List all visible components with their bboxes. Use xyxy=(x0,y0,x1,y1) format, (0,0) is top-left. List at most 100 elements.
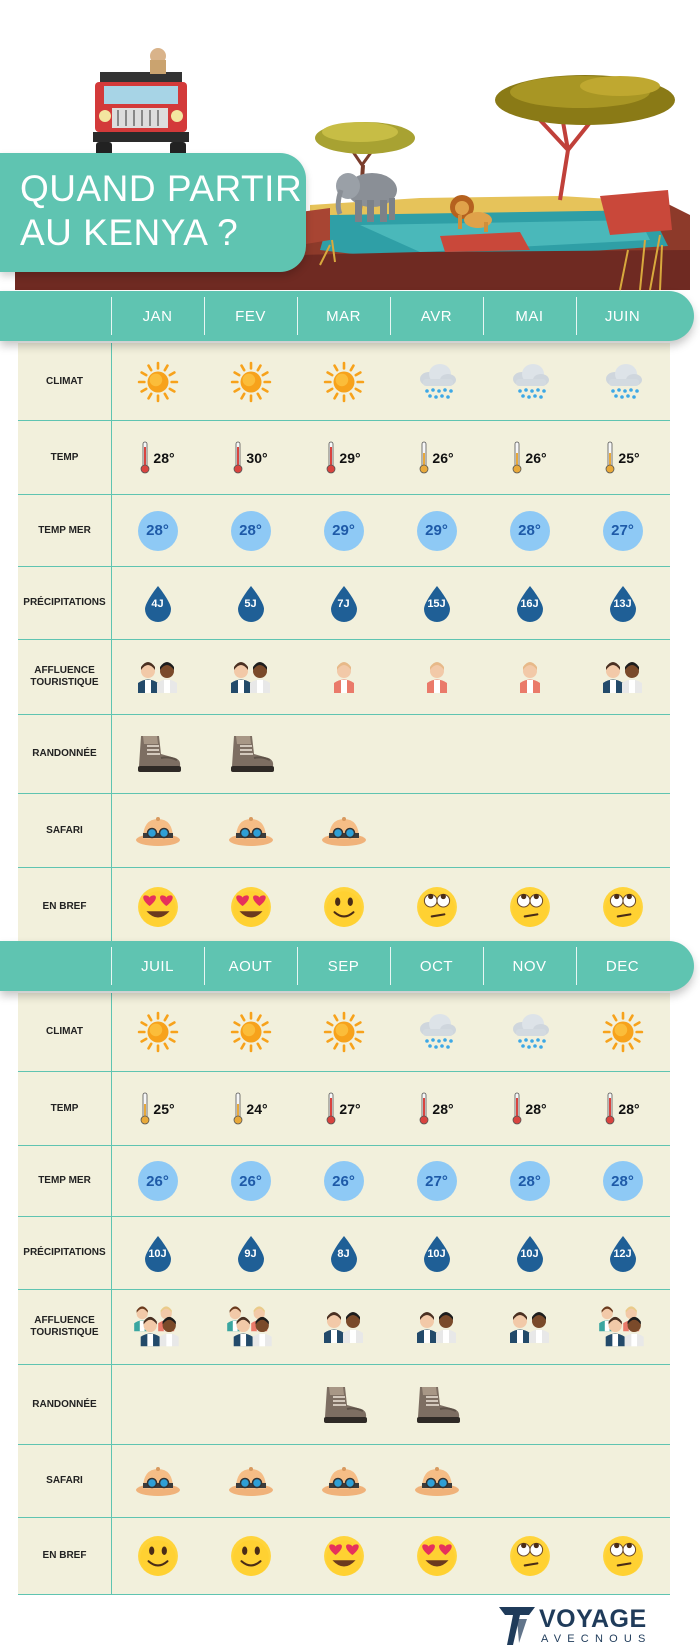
precipitation-days: 5J xyxy=(244,598,257,610)
tourist-crowd-icon xyxy=(509,1312,549,1343)
raindrop-icon xyxy=(144,1236,171,1272)
temperature-reading: 27° xyxy=(326,1092,361,1126)
raindrop-icon xyxy=(516,586,543,622)
precipitation-days: 16J xyxy=(520,598,539,610)
sea-temperature-badge: 29° xyxy=(323,510,364,551)
month-divider xyxy=(390,947,391,985)
table-cell: 27° xyxy=(576,495,669,566)
month-header: OCT xyxy=(419,957,454,975)
table-cell: 10J xyxy=(390,1217,483,1289)
table-cell: 26° xyxy=(297,1146,390,1216)
month-divider xyxy=(483,297,484,335)
precipitation-days: 9J xyxy=(244,1248,257,1260)
table-cell: 15J xyxy=(390,567,483,639)
logo-mark-icon xyxy=(499,1607,535,1645)
table-cell xyxy=(390,640,483,714)
table-cell xyxy=(390,993,483,1071)
eye-roll-emoji-icon xyxy=(602,1536,643,1576)
month-header: NOV xyxy=(512,957,547,975)
month-header: AVR xyxy=(420,307,453,325)
temperature-reading: 28° xyxy=(605,1092,640,1126)
table-cell: 13J xyxy=(576,567,669,639)
thermometer-icon xyxy=(234,441,243,473)
table-cell xyxy=(390,1365,483,1444)
temperature-value: 26° xyxy=(525,449,547,466)
month-table-2: CLIMAT TEMP 25° 24° 27° 28° 28° 28° TEMP MER 26° 2… xyxy=(18,993,670,1595)
table-cell xyxy=(204,794,297,867)
table-cell xyxy=(576,794,669,867)
thermometer-icon xyxy=(141,441,150,473)
table-cell: 28° xyxy=(111,421,204,494)
raindrop-icon xyxy=(237,1236,264,1272)
hiking-boot-icon xyxy=(137,736,181,772)
month-header: FEV xyxy=(235,307,266,325)
sea-temperature-badge: 28° xyxy=(230,510,271,551)
table-cell: 28° xyxy=(111,495,204,566)
table-cell xyxy=(297,794,390,867)
table-cell: 8J xyxy=(297,1217,390,1289)
month-header-band-2: JUIL AOUT SEP OCT NOV DEC xyxy=(0,941,694,991)
temperature-reading: 25° xyxy=(140,1092,175,1126)
rain-cloud-icon xyxy=(605,363,642,399)
table-cell xyxy=(111,794,204,867)
sea-temperature-badge: 27° xyxy=(602,510,643,551)
table-cell: 30° xyxy=(204,421,297,494)
precipitation-drop: 10J xyxy=(515,1234,545,1272)
table-cell xyxy=(111,343,204,420)
precipitation-days: 8J xyxy=(337,1248,350,1260)
table-cell: 28° xyxy=(483,1146,576,1216)
sun-icon xyxy=(137,361,178,402)
eye-roll-emoji-icon xyxy=(509,1536,550,1576)
table-cell xyxy=(483,1445,576,1517)
temperature-value: 28° xyxy=(153,449,175,466)
thermometer-icon xyxy=(606,441,615,473)
sun-icon xyxy=(323,361,364,402)
precipitation-drop: 7J xyxy=(329,584,359,622)
rain-cloud-icon xyxy=(512,1014,549,1049)
precipitation-days: 10J xyxy=(148,1248,167,1260)
table-cell: 12J xyxy=(576,1217,669,1289)
month-header: MAR xyxy=(326,307,361,325)
precipitation-drop: 9J xyxy=(236,1234,266,1272)
table-cell xyxy=(483,343,576,420)
table-cell xyxy=(390,1290,483,1364)
table-cell: 28° xyxy=(483,1072,576,1145)
eye-roll-emoji-icon xyxy=(509,886,550,927)
rain-cloud-icon xyxy=(419,363,456,399)
table-cell xyxy=(576,993,669,1071)
temperature-value: 28° xyxy=(432,1100,454,1117)
table-cell xyxy=(297,868,390,945)
table-cell xyxy=(483,868,576,945)
table-cell xyxy=(483,794,576,867)
temperature-value: 26° xyxy=(432,449,454,466)
precipitation-drop: 5J xyxy=(236,584,266,622)
table-cell xyxy=(204,1518,297,1594)
table-cell xyxy=(576,715,669,793)
table-cell: 26° xyxy=(390,421,483,494)
table-cell xyxy=(576,1518,669,1594)
table-cell: 26° xyxy=(204,1146,297,1216)
row-en-bref: EN BREF xyxy=(18,868,670,946)
row-label: TEMP MER xyxy=(38,1175,91,1186)
safari-hat-icon xyxy=(228,1467,273,1496)
table-cell xyxy=(204,640,297,714)
table-cell xyxy=(297,715,390,793)
table-cell: 4J xyxy=(111,567,204,639)
row-label: EN BREF xyxy=(42,1550,87,1561)
heart-eyes-emoji-icon xyxy=(137,886,178,927)
tourist-crowd-icon xyxy=(226,1306,272,1347)
row-safari: SAFARI xyxy=(18,1445,670,1518)
table-cell xyxy=(111,640,204,714)
table-cell xyxy=(111,868,204,945)
table-cell xyxy=(297,1518,390,1594)
row-en-bref: EN BREF xyxy=(18,1518,670,1595)
row-label: AFFLUENCE TOURISTIQUE xyxy=(30,1315,99,1338)
safari-hat-icon xyxy=(321,1467,366,1496)
safari-hat-icon xyxy=(135,816,180,846)
month-header: JUIL xyxy=(141,957,174,975)
precipitation-drop: 16J xyxy=(515,584,545,622)
sea-temperature-badge: 28° xyxy=(137,510,178,551)
logo-main-text: VOYAGE xyxy=(539,1605,647,1633)
eye-roll-emoji-icon xyxy=(602,886,643,927)
precipitation-drop: 10J xyxy=(143,1234,173,1272)
